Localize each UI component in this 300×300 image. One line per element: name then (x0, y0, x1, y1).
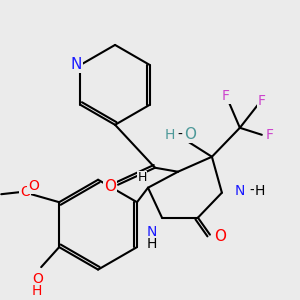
Text: H: H (32, 284, 42, 298)
Text: N: N (235, 184, 245, 198)
Text: O: O (104, 179, 116, 194)
Text: O: O (32, 272, 43, 286)
Text: N: N (147, 225, 157, 238)
Text: F: F (222, 89, 230, 103)
Text: -: - (249, 184, 254, 198)
Text: H: H (255, 184, 265, 198)
Text: F: F (258, 94, 266, 108)
Text: H: H (137, 171, 147, 184)
Text: N: N (71, 57, 82, 72)
Text: O: O (28, 179, 39, 193)
Text: -: - (178, 128, 182, 142)
Text: F: F (266, 128, 274, 142)
Text: O: O (20, 185, 31, 199)
Text: H: H (165, 128, 175, 142)
Text: O: O (214, 229, 226, 244)
Text: H: H (147, 237, 157, 250)
Text: O: O (184, 127, 196, 142)
